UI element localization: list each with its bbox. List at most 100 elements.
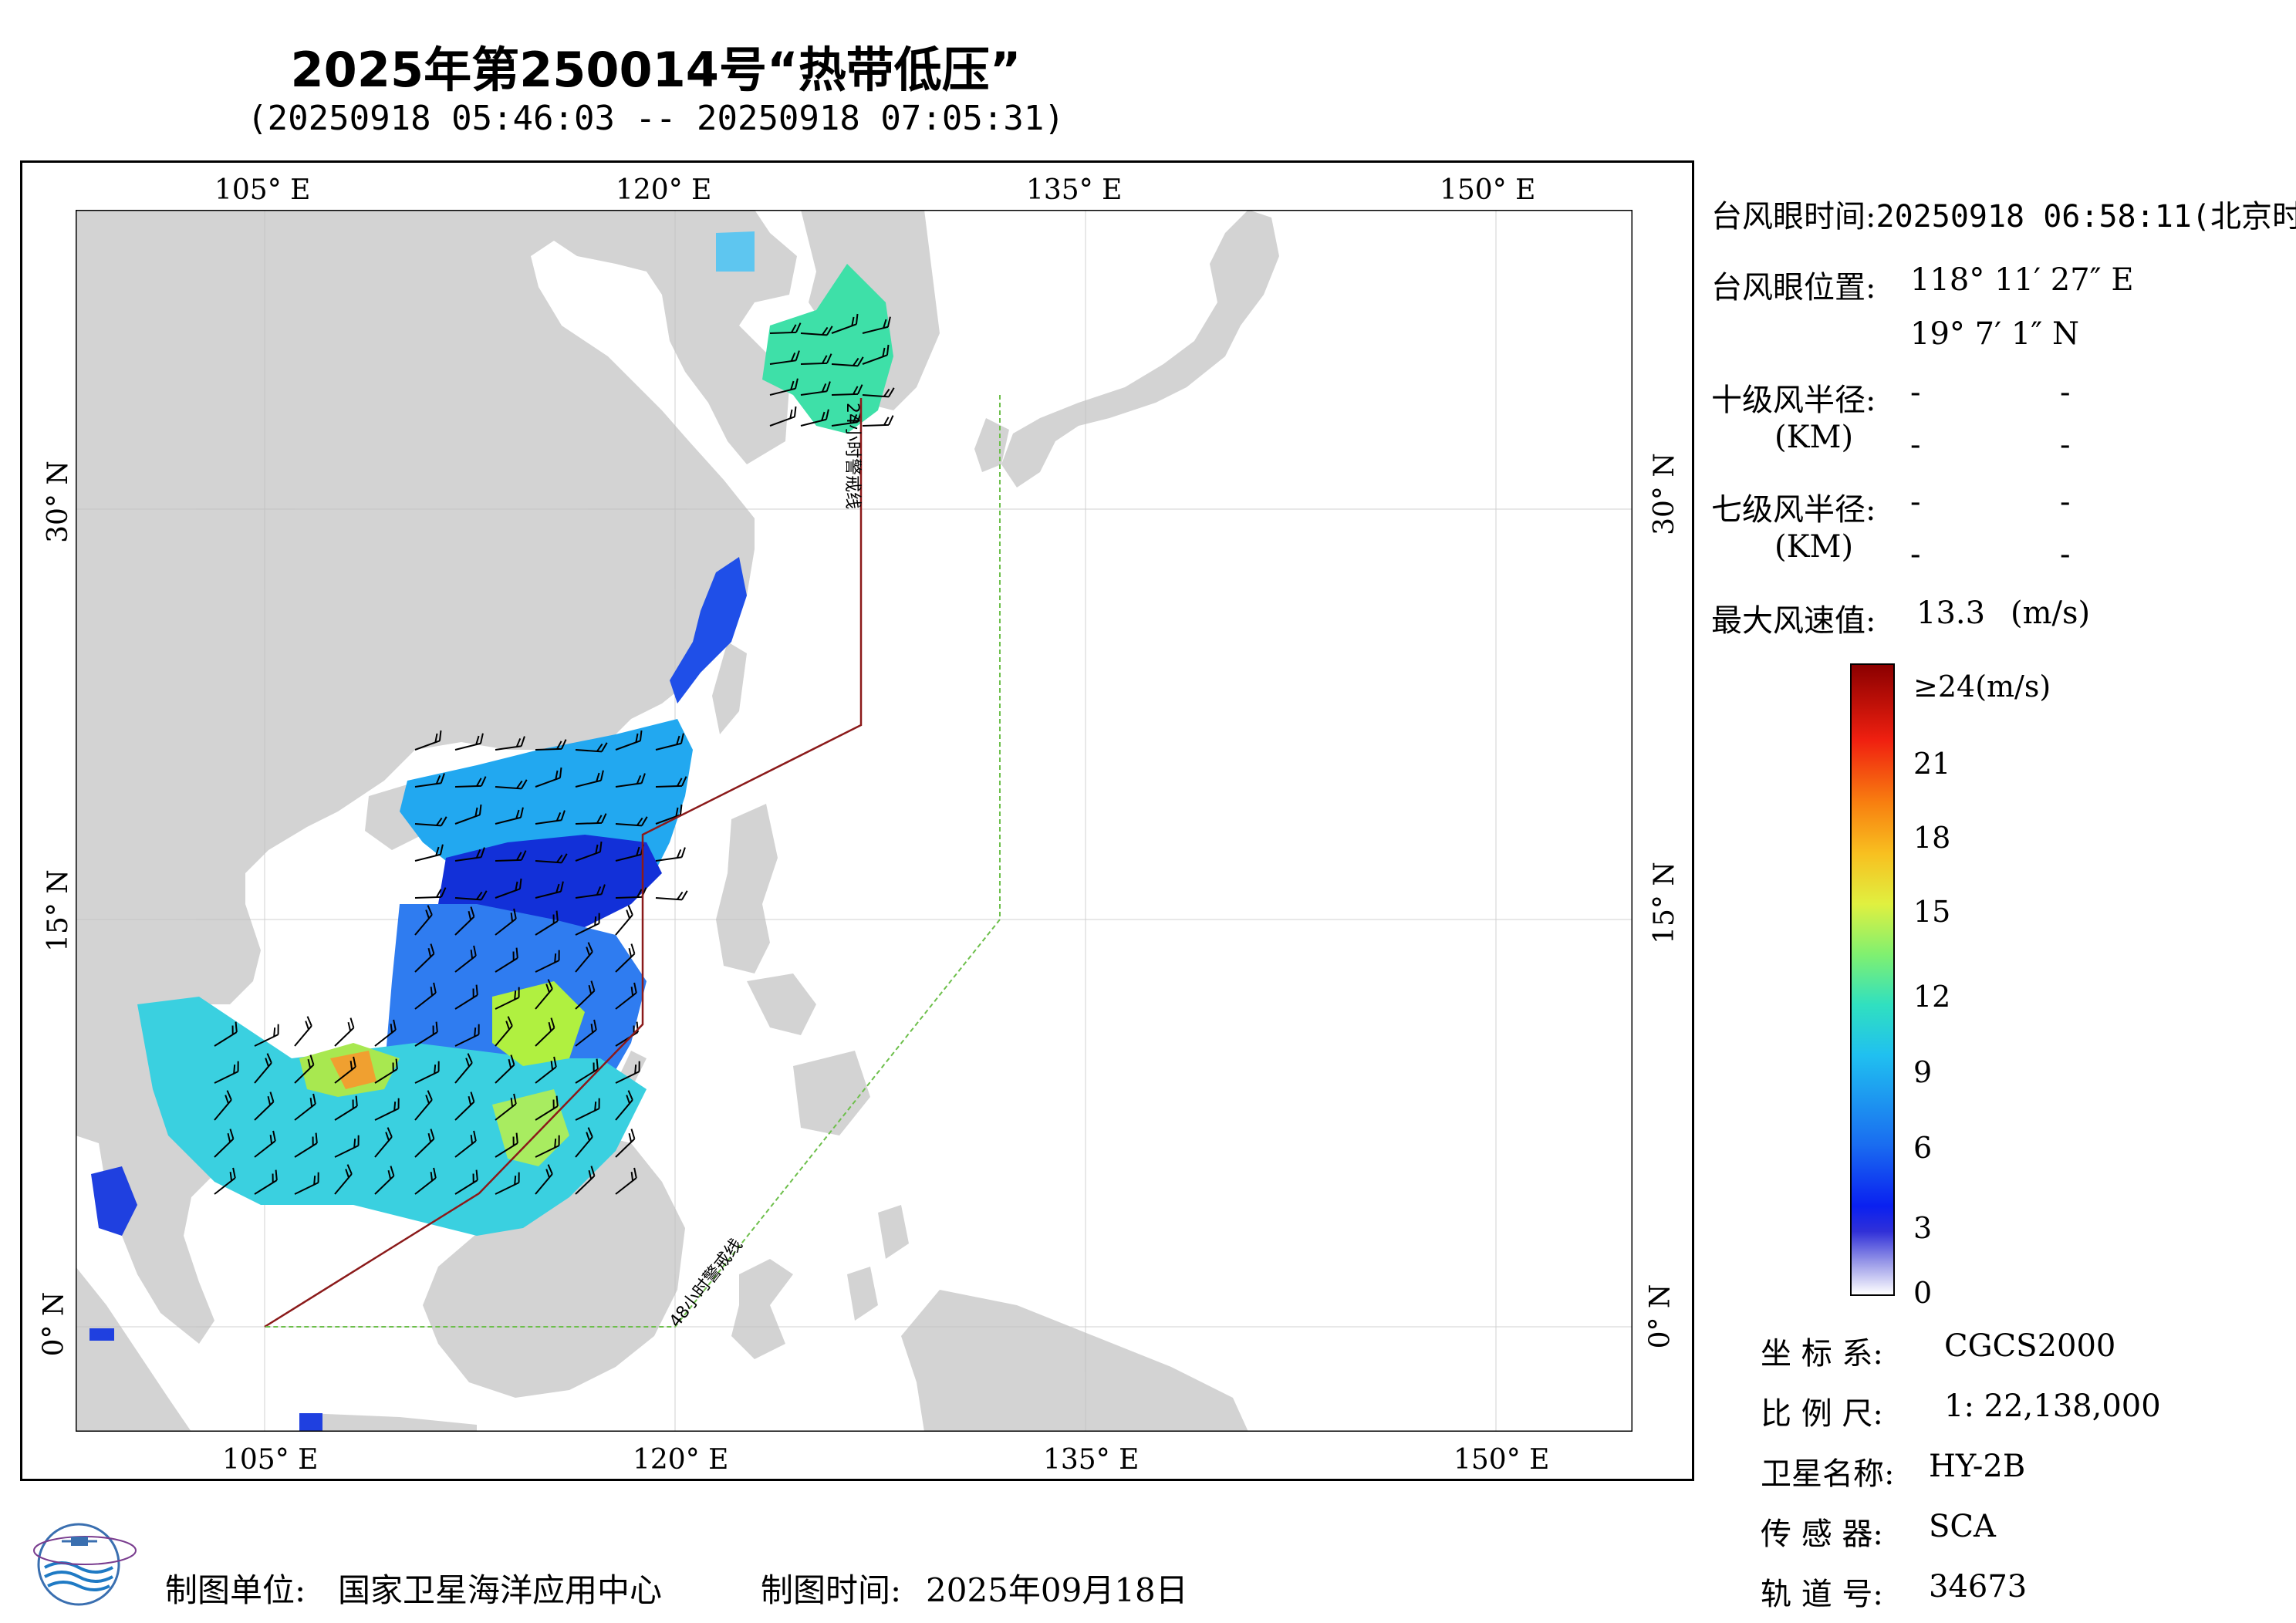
wind-barb: [454, 1053, 473, 1084]
wind-barb: [414, 773, 445, 788]
wind-barb: [495, 1016, 513, 1047]
sumatra: [76, 1267, 191, 1432]
wind-barb: [374, 1058, 398, 1084]
wind-swath-region: [716, 231, 755, 272]
wind-barb: [575, 1127, 593, 1158]
crs-label: 坐 标 系:: [1761, 1336, 1883, 1372]
wind-barb: [535, 767, 562, 788]
wind-barb: [454, 776, 487, 788]
wind-barb: [575, 841, 603, 862]
wind-barb: [535, 950, 560, 973]
wind-barb: [862, 344, 890, 365]
wind-barb: [414, 1167, 437, 1195]
r7-label: 七级风半径:: [1711, 492, 1876, 528]
wind-barb: [800, 326, 833, 336]
r10-dash: -: [2060, 427, 2071, 463]
wind-barb: [655, 776, 687, 788]
wind-barb: [615, 1090, 633, 1121]
r10-km-label: (KM): [1774, 420, 1854, 455]
max-wind-label: 最大风速值:: [1711, 603, 1876, 639]
wind-barb: [575, 1166, 596, 1195]
wind-barb: [454, 945, 477, 973]
wind-barb: [414, 905, 433, 936]
crs-value: CGCS2000: [1944, 1328, 2116, 1364]
wind-barb: [575, 742, 608, 753]
mindanao: [793, 1051, 870, 1135]
wind-barb: [615, 905, 633, 936]
wind-barb: [862, 415, 894, 427]
wind-barb: [294, 1132, 318, 1158]
top-lon-label: 120° E: [616, 174, 712, 206]
left-lat-label: 0° N: [38, 1291, 70, 1357]
wind-barb: [495, 1054, 515, 1084]
wind-barb: [615, 730, 643, 751]
wind-barb: [454, 1024, 480, 1047]
wind-barb: [454, 1130, 477, 1158]
wind-barb: [575, 942, 593, 973]
warning-line-24h-label: 24小时警戒线: [842, 403, 862, 509]
wind-barb: [862, 316, 891, 334]
time-range: (20250918 05:46:03 -- 20250918 07:05:31): [247, 99, 1065, 138]
wind-barb: [495, 850, 527, 862]
wind-barb: [535, 910, 559, 936]
borneo: [423, 1135, 685, 1398]
wind-barb: [769, 406, 797, 427]
scale-label: 比 例 尺:: [1761, 1396, 1883, 1432]
wind-swath-region: [299, 1413, 322, 1432]
taiwan-island: [712, 642, 747, 734]
wind-barb: [495, 1093, 517, 1121]
wind-barb: [495, 1132, 518, 1158]
wind-barb: [575, 980, 596, 1010]
wind-barb: [334, 1095, 358, 1121]
wind-barb: [214, 1090, 232, 1121]
map-title: 2025年第250014号“热带低压”: [290, 42, 1021, 98]
sensor-value: SCA: [1929, 1509, 1996, 1544]
colorbar-tick: 9: [1913, 1055, 1933, 1089]
colorbar-tick: 12: [1913, 980, 1951, 1014]
colorbar-tick: 0: [1913, 1276, 1933, 1310]
wind-swath-region: [330, 1051, 376, 1089]
left-lat-label: 15° N: [42, 869, 74, 952]
orbit-value: 34673: [1929, 1569, 2028, 1604]
wind-barb: [495, 987, 520, 1010]
right-lat-label: 30° N: [1648, 453, 1680, 535]
bottom-lon-label: 120° E: [633, 1444, 729, 1476]
wind-barb: [254, 1024, 279, 1047]
wind-swath-region: [762, 264, 893, 434]
wind-barb: [414, 816, 447, 827]
wind-barb: [800, 353, 832, 365]
wind-barb: [495, 908, 517, 936]
wind-barb: [615, 943, 636, 973]
satellite-label: 卫星名称:: [1761, 1456, 1895, 1492]
wind-barb: [800, 381, 831, 396]
sensor-label: 传 感 器:: [1761, 1517, 1883, 1552]
wind-map[interactable]: 24小时警戒线 48小时警戒线: [76, 210, 1633, 1432]
eye-time-row: 台风眼时间:20250918 06:58:11(北京时): [1711, 191, 2296, 236]
wind-barb: [535, 979, 553, 1010]
wind-barb: [414, 887, 447, 899]
wind-barb: [414, 1129, 435, 1158]
colorbar-tick: 15: [1913, 895, 1951, 929]
japan: [1001, 210, 1279, 488]
wind-barb: [414, 1061, 440, 1084]
wind-barb: [575, 913, 600, 936]
wind-barb: [535, 739, 567, 751]
wind-barb: [414, 982, 437, 1010]
bottom-lon-label: 135° E: [1043, 1444, 1140, 1476]
wind-barb: [414, 1090, 433, 1121]
wind-barb: [655, 804, 683, 825]
satellite-value: HY-2B: [1929, 1449, 2026, 1484]
top-lon-label: 135° E: [1026, 174, 1123, 206]
wind-barb: [535, 1056, 557, 1084]
orbit-label: 轨 道 号:: [1761, 1577, 1883, 1612]
wind-barb: [454, 890, 488, 901]
right-lat-label: 15° N: [1648, 862, 1680, 944]
wind-barb: [575, 770, 604, 788]
wind-barb: [655, 733, 684, 751]
wind-barb: [454, 906, 475, 936]
org-label: 制图单位:: [165, 1571, 306, 1609]
new-guinea: [901, 1290, 1248, 1432]
wind-barb: [334, 1017, 355, 1047]
wind-barb: [495, 878, 522, 899]
wind-barb: [454, 804, 482, 825]
